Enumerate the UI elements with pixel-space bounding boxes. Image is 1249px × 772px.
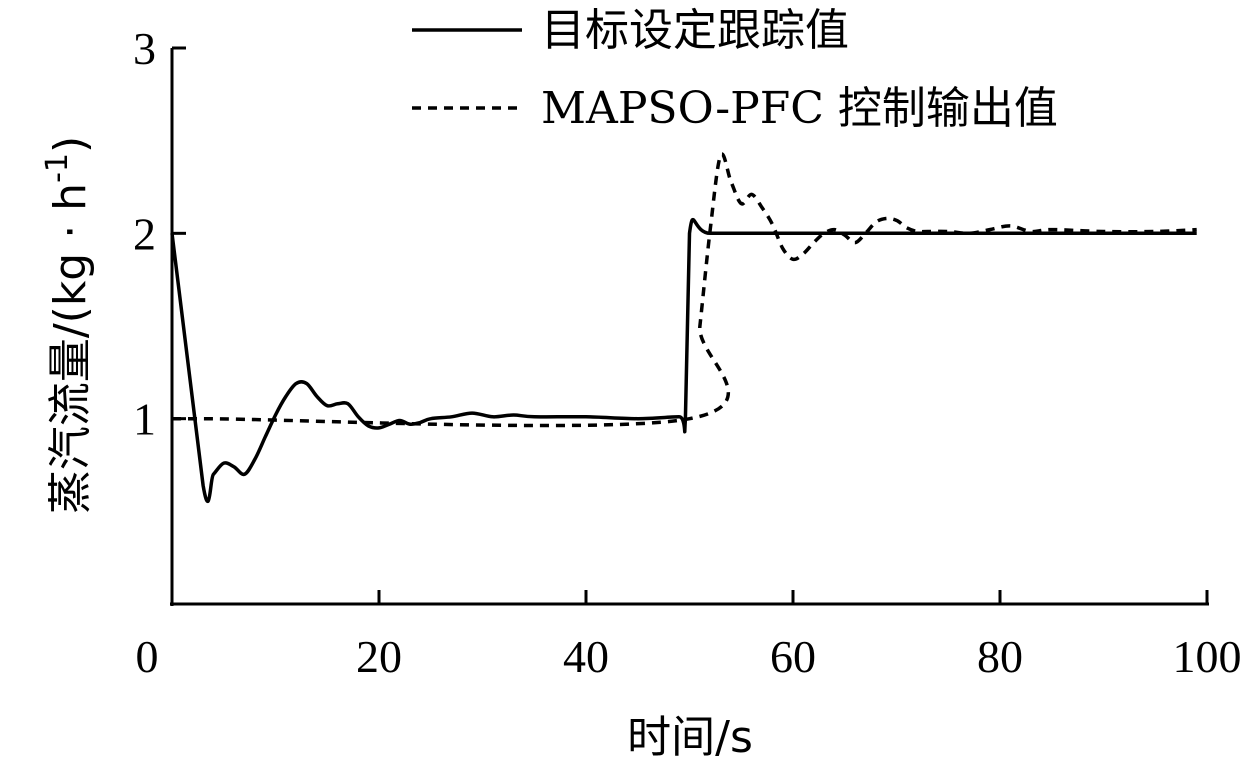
ticks: 0 20 40 60 80 100 1 2 3 xyxy=(133,23,1242,682)
series-group xyxy=(170,152,1197,504)
series-line-1 xyxy=(170,217,1197,504)
y-axis-label-sup: -1 xyxy=(40,153,75,183)
x-tick-label: 60 xyxy=(770,631,816,682)
y-tick-label: 1 xyxy=(133,394,156,445)
y-tick-label: 2 xyxy=(133,208,156,259)
x-tick-label: 80 xyxy=(977,631,1023,682)
x-tick-label: 100 xyxy=(1173,631,1242,682)
y-axis-label-main: 蒸汽流量/(kg · h xyxy=(45,183,96,514)
y-axis-label-group: 蒸汽流量/(kg · h-1) xyxy=(40,136,96,514)
y-axis-label-close: ) xyxy=(45,136,96,153)
y-axis-label: 蒸汽流量/(kg · h-1) xyxy=(40,136,96,514)
legend-label-2: MAPSO-PFC 控制输出值 xyxy=(541,83,1058,134)
axes xyxy=(170,48,1209,606)
x-axis-label: 时间/s xyxy=(627,712,753,763)
x-tick-label: 0 xyxy=(136,631,159,682)
x-tick-label: 40 xyxy=(563,631,609,682)
series-line-2 xyxy=(172,152,1197,428)
x-tick-label: 20 xyxy=(356,631,402,682)
y-tick-label: 3 xyxy=(133,23,156,74)
legend-label-1: 目标设定跟踪值 xyxy=(541,5,849,56)
legend: 目标设定跟踪值 MAPSO-PFC 控制输出值 xyxy=(412,5,1058,134)
